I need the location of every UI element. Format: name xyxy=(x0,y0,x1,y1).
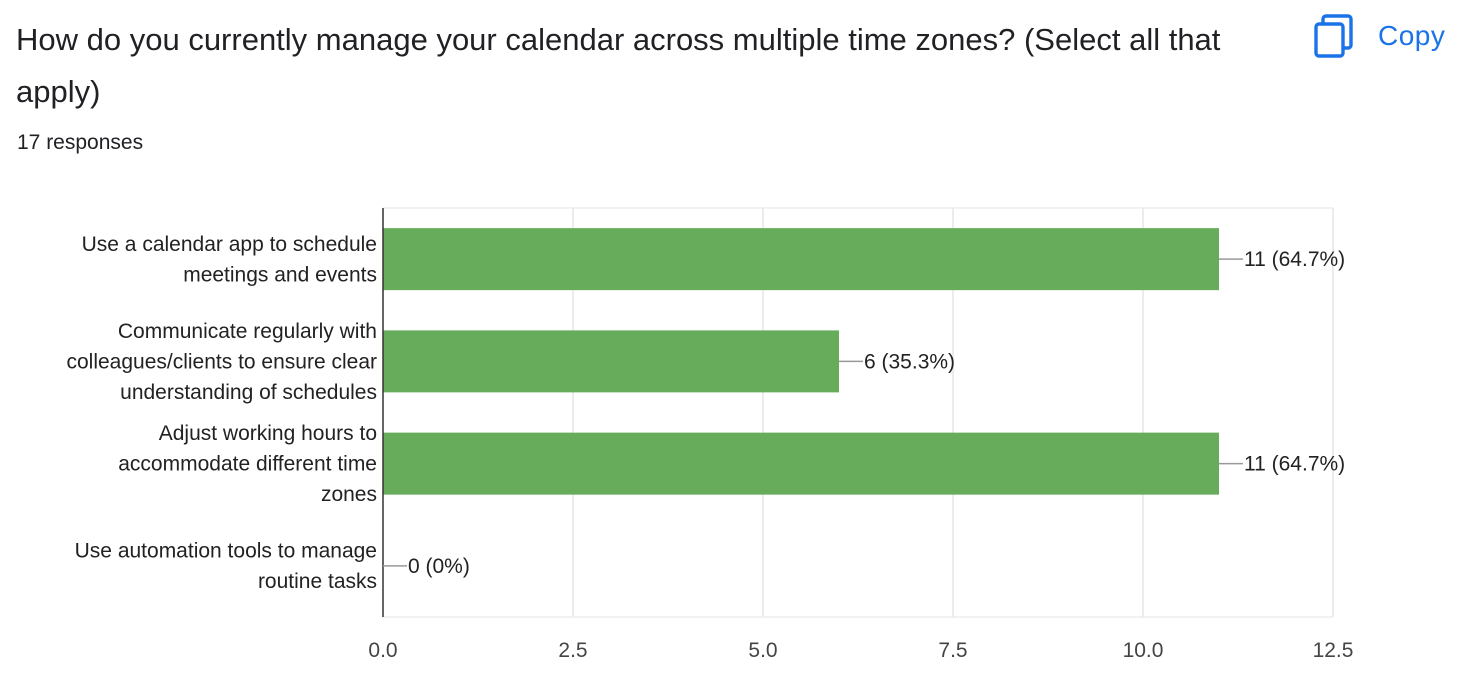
x-tick-label: 0.0 xyxy=(368,639,397,662)
labels: 0.0 2.5 5.0 7.5 10.0 12.5 11 (64.7%) Use a cale… xyxy=(66,233,1353,662)
category-label: Adjust working hours to accommodate diffe… xyxy=(118,422,377,506)
category-label-line: colleagues/clients to ensure clear xyxy=(66,350,377,373)
category-label-line: zones xyxy=(321,483,377,506)
data-label: 0 (0%) xyxy=(408,555,470,578)
x-tick-label: 2.5 xyxy=(558,639,587,662)
category-label-line: Use a calendar app to schedule xyxy=(82,233,377,256)
data-label: 11 (64.7%) xyxy=(1244,248,1345,271)
bar[interactable] xyxy=(383,432,1219,495)
question-title: How do you currently manage your calenda… xyxy=(16,22,1221,109)
bar-chart: 0.0 2.5 5.0 7.5 10.0 12.5 11 (64.7%) Use a cale… xyxy=(66,207,1353,662)
x-tick-label: 10.0 xyxy=(1123,639,1164,662)
copy-label: Copy xyxy=(1378,20,1446,51)
category-label-line: routine tasks xyxy=(258,570,377,593)
category-label: Communicate regularly with colleagues/cli… xyxy=(66,320,377,404)
category-label-line: Communicate regularly with xyxy=(118,320,377,343)
x-tick-label: 7.5 xyxy=(938,639,967,662)
category-label-line: Use automation tools to manage xyxy=(75,540,377,563)
x-tick-label: 5.0 xyxy=(748,639,777,662)
copy-icon xyxy=(1314,14,1353,58)
copy-button[interactable]: Copy xyxy=(1312,12,1445,60)
bars xyxy=(383,228,1219,495)
category-label-line: accommodate different time xyxy=(118,453,377,476)
bar[interactable] xyxy=(383,228,1219,291)
x-tick-label: 12.5 xyxy=(1313,639,1354,662)
category-label-line: understanding of schedules xyxy=(120,381,377,404)
category-label-line: meetings and events xyxy=(183,263,377,286)
bar[interactable] xyxy=(383,330,839,393)
data-label: 6 (35.3%) xyxy=(864,350,955,373)
response-count: 17 responses xyxy=(17,131,144,154)
category-label: Use automation tools to manage routine ta… xyxy=(75,540,377,594)
data-label: 11 (64.7%) xyxy=(1244,453,1345,476)
category-label-line: Adjust working hours to xyxy=(159,422,377,445)
category-label: Use a calendar app to schedule meetings a… xyxy=(82,233,377,287)
